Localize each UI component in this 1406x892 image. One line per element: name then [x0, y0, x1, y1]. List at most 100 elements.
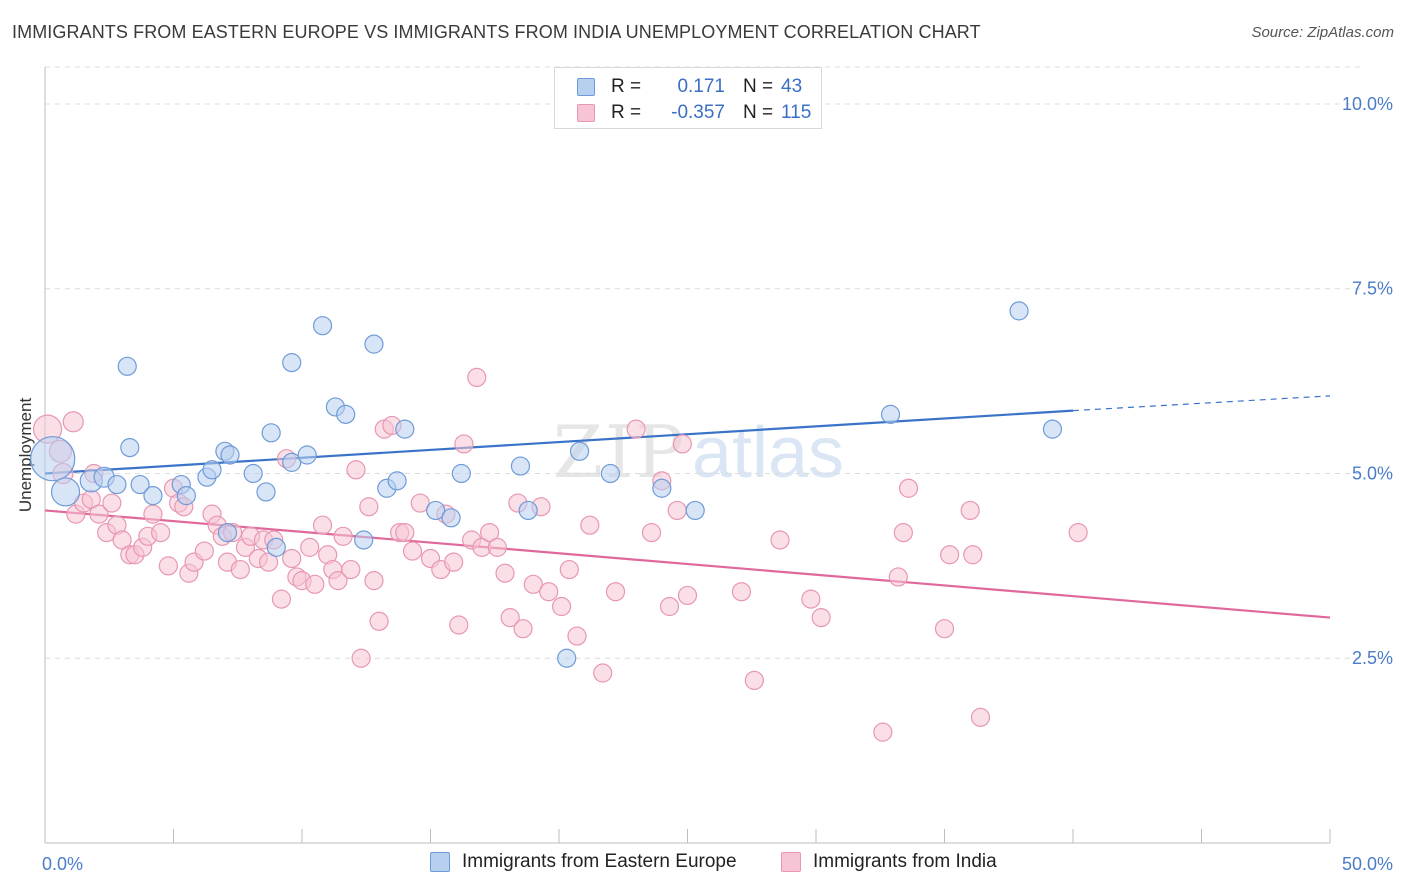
eastern-europe-point	[117, 356, 137, 376]
india-point	[351, 648, 371, 668]
india-point	[364, 571, 384, 591]
x-tick-label: 50.0%	[1342, 854, 1393, 874]
india-point	[62, 411, 84, 433]
india-point	[940, 545, 960, 565]
n-value: 115	[781, 102, 812, 123]
eastern-europe-trend-extension	[1072, 395, 1331, 412]
blue-square-icon	[577, 78, 595, 96]
r-value: -0.357	[671, 102, 725, 123]
india-point	[811, 607, 831, 628]
india-point	[112, 530, 132, 550]
india-point	[341, 559, 361, 580]
eastern-europe-point	[880, 404, 901, 424]
india-point	[539, 582, 559, 602]
india-point	[395, 522, 415, 543]
india-point	[898, 478, 919, 498]
india-point	[893, 522, 913, 543]
eastern-europe-point	[297, 445, 317, 465]
india-point	[744, 670, 764, 691]
eastern-europe-point	[256, 482, 276, 502]
eastern-europe-point	[569, 441, 590, 461]
eastern-europe-point	[50, 477, 81, 507]
eastern-europe-point	[441, 508, 461, 528]
eastern-europe-point	[600, 463, 621, 484]
eastern-europe-point	[395, 419, 415, 439]
eastern-europe-point	[510, 456, 531, 476]
eastern-europe-point	[30, 436, 76, 482]
india-point	[333, 526, 353, 546]
india-point	[300, 537, 320, 557]
eastern-europe-point	[387, 471, 407, 491]
eastern-europe-point	[143, 486, 163, 506]
india-point	[454, 434, 474, 454]
india-point	[580, 515, 600, 535]
r-value: 0.171	[677, 76, 725, 97]
india-point	[659, 596, 680, 617]
india-point	[500, 607, 520, 628]
tick-labels: 2.5% 5.0% 7.5% 10.0% 0.0% 50.0%	[42, 94, 1393, 874]
india-point	[605, 582, 626, 602]
data-points	[30, 301, 1088, 742]
blue-square-icon	[430, 852, 450, 872]
india-point	[271, 589, 292, 609]
n-value: 43	[781, 76, 803, 97]
india-point	[523, 574, 543, 594]
eastern-europe-point	[220, 445, 240, 465]
eastern-europe-trend-line	[44, 409, 1074, 475]
india-point	[888, 567, 908, 587]
legend-item-eastern-europe[interactable]: Immigrants from Eastern Europe	[430, 851, 737, 873]
y-tick-label: 5.0%	[1352, 463, 1393, 483]
india-trend-line	[44, 509, 1331, 619]
stats-row-eastern-europe: R = 0.171 N = 43	[577, 75, 813, 99]
eastern-europe-point	[107, 474, 127, 495]
eastern-europe-point	[652, 478, 672, 498]
india-point	[328, 571, 348, 591]
eastern-europe-point	[282, 353, 302, 373]
eastern-europe-point	[120, 438, 140, 458]
india-point	[677, 585, 698, 606]
india-point	[305, 574, 325, 594]
india-point	[495, 563, 515, 583]
india-point	[667, 500, 687, 521]
india-point	[282, 548, 302, 569]
chart-source: Source: ZipAtlas.com	[1251, 24, 1394, 41]
legend-label: Immigrants from India	[813, 851, 997, 872]
india-point	[230, 559, 250, 580]
eastern-europe-point	[202, 460, 222, 480]
eastern-europe-point	[685, 500, 705, 521]
india-point	[641, 522, 662, 543]
india-point	[158, 556, 178, 576]
india-point	[626, 419, 646, 439]
eastern-europe-point	[426, 500, 446, 521]
pink-square-icon	[781, 852, 801, 872]
eastern-europe-point	[354, 530, 374, 550]
india-point	[410, 493, 430, 513]
r-label: R =	[611, 102, 642, 123]
india-point	[480, 522, 500, 543]
eastern-europe-point	[451, 463, 471, 484]
eastern-europe-point	[243, 463, 263, 484]
eastern-europe-point	[130, 474, 150, 495]
india-point	[963, 545, 983, 565]
chart-legend: Immigrants from Eastern Europe Immigrant…	[0, 851, 1406, 877]
eastern-europe-point	[282, 452, 302, 472]
india-point	[194, 541, 214, 561]
legend-item-india[interactable]: Immigrants from India	[781, 851, 997, 873]
y-tick-label: 2.5%	[1352, 648, 1393, 668]
eastern-europe-point	[312, 316, 333, 336]
eastern-europe-point	[1042, 419, 1063, 439]
india-point	[1068, 522, 1088, 543]
india-point	[402, 541, 423, 561]
eastern-europe-point	[518, 500, 538, 521]
eastern-europe-point	[336, 404, 356, 424]
india-point	[960, 500, 980, 521]
y-tick-label: 7.5%	[1352, 279, 1393, 299]
india-point	[801, 589, 821, 609]
india-point	[449, 615, 469, 635]
legend-label: Immigrants from Eastern Europe	[462, 851, 737, 872]
india-point	[467, 367, 487, 387]
india-point	[102, 493, 122, 513]
india-point	[444, 552, 464, 572]
y-tick-label: 10.0%	[1342, 94, 1393, 114]
eastern-europe-point	[1009, 301, 1029, 321]
